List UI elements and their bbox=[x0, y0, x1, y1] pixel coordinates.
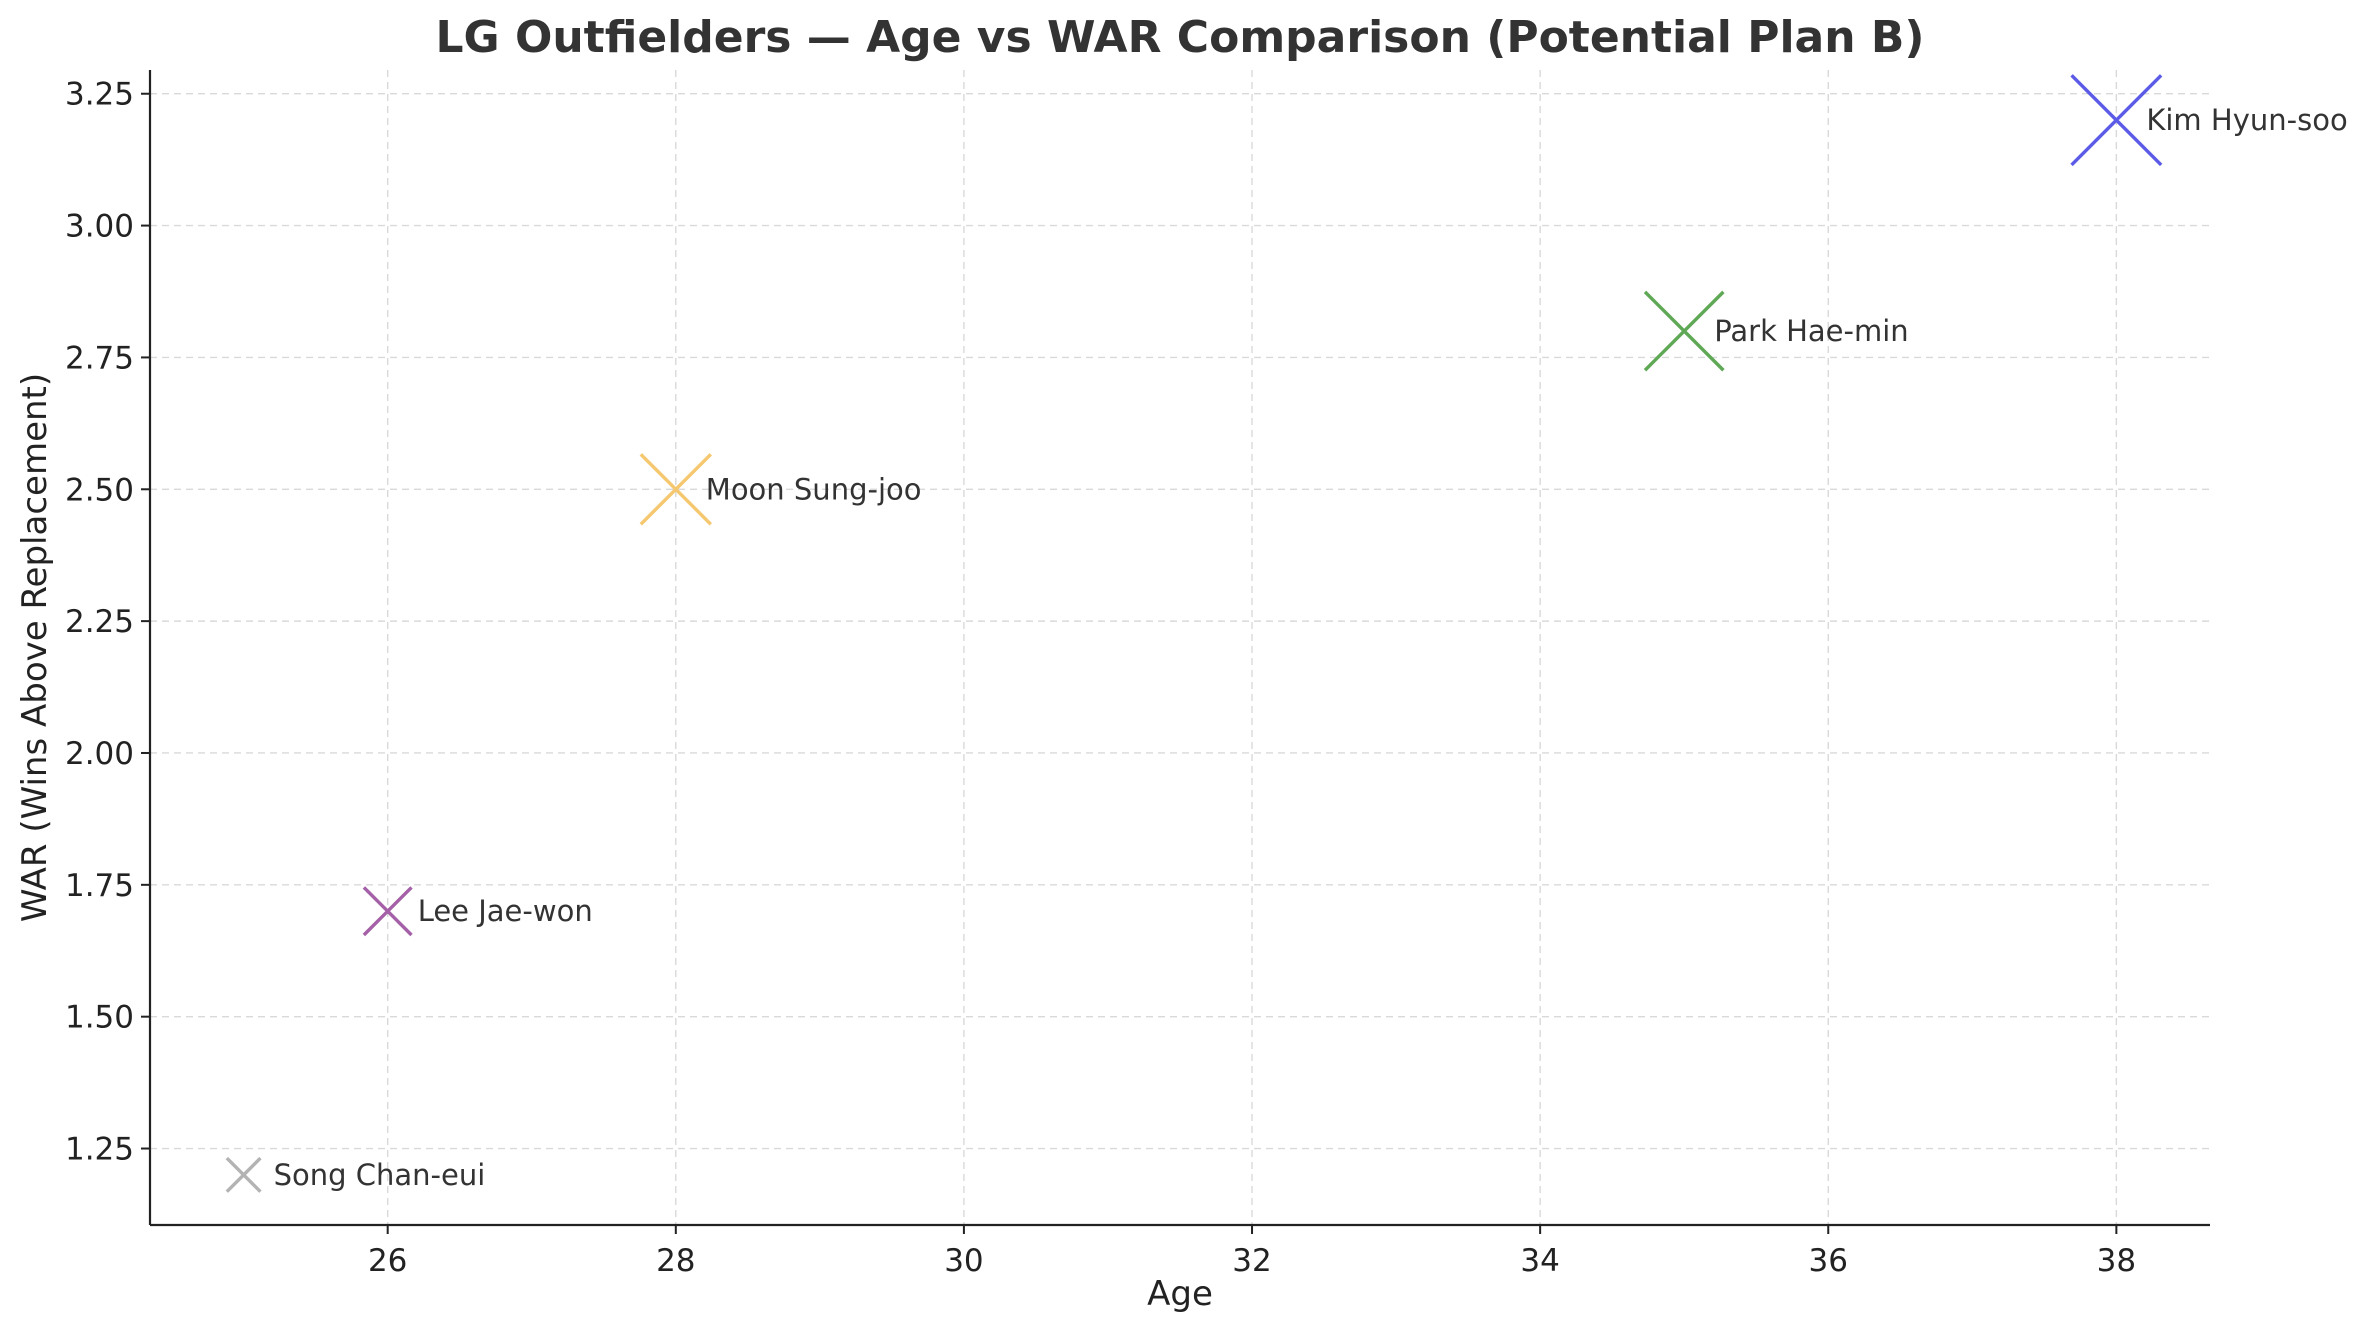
y-tick-label: 3.00 bbox=[65, 209, 134, 245]
y-tick-label: 1.75 bbox=[65, 868, 134, 904]
point-marker-stroke bbox=[1643, 290, 1725, 372]
data-point: Kim Hyun-soo bbox=[2070, 74, 2348, 167]
point-label: Song Chan-eui bbox=[274, 1158, 486, 1192]
data-point: Lee Jae-won bbox=[362, 886, 593, 937]
x-tick-label: 26 bbox=[368, 1243, 407, 1279]
x-tick-label: 28 bbox=[656, 1243, 695, 1279]
axes-layer: 26 28 30 32 34 36 38 1.25 1.50 1.75 2.00 2.25 2.50 2.… bbox=[65, 70, 2210, 1279]
y-tick-label: 3.25 bbox=[65, 77, 134, 113]
y-tick-label: 1.50 bbox=[65, 1000, 134, 1036]
x-tick-label: 38 bbox=[2097, 1243, 2136, 1279]
data-point: Park Hae-min bbox=[1643, 290, 1909, 372]
data-point: Song Chan-eui bbox=[225, 1156, 486, 1193]
point-marker-stroke bbox=[225, 1156, 262, 1193]
y-tick-label: 2.50 bbox=[65, 472, 134, 508]
points-layer: Kim Hyun-soo Park Hae-min Moon Sung-joo Lee… bbox=[225, 74, 2348, 1193]
grid-layer bbox=[150, 70, 2210, 1225]
y-tick-label: 2.00 bbox=[65, 736, 134, 772]
x-tick-label: 30 bbox=[944, 1243, 983, 1279]
point-marker-stroke bbox=[639, 453, 713, 526]
y-tick-label: 2.25 bbox=[65, 604, 134, 640]
x-tick-label: 36 bbox=[1809, 1243, 1848, 1279]
x-tick-label: 34 bbox=[1520, 1243, 1559, 1279]
chart-title: LG Outfielders — Age vs WAR Comparison (… bbox=[435, 12, 1924, 63]
y-axis-label: WAR (Wins Above Replacement) bbox=[15, 373, 55, 922]
point-label: Moon Sung-joo bbox=[706, 472, 922, 506]
y-tick-label: 2.75 bbox=[65, 340, 134, 376]
point-label: Park Hae-min bbox=[1714, 314, 1908, 348]
data-point: Moon Sung-joo bbox=[639, 453, 922, 526]
y-tick-label: 1.25 bbox=[65, 1132, 134, 1168]
point-label: Kim Hyun-soo bbox=[2146, 103, 2347, 137]
point-marker-stroke bbox=[2070, 74, 2163, 167]
x-axis-label: Age bbox=[1147, 1274, 1213, 1314]
point-marker-stroke bbox=[362, 886, 413, 937]
point-label: Lee Jae-won bbox=[418, 894, 593, 928]
x-tick-label: 32 bbox=[1232, 1243, 1271, 1279]
